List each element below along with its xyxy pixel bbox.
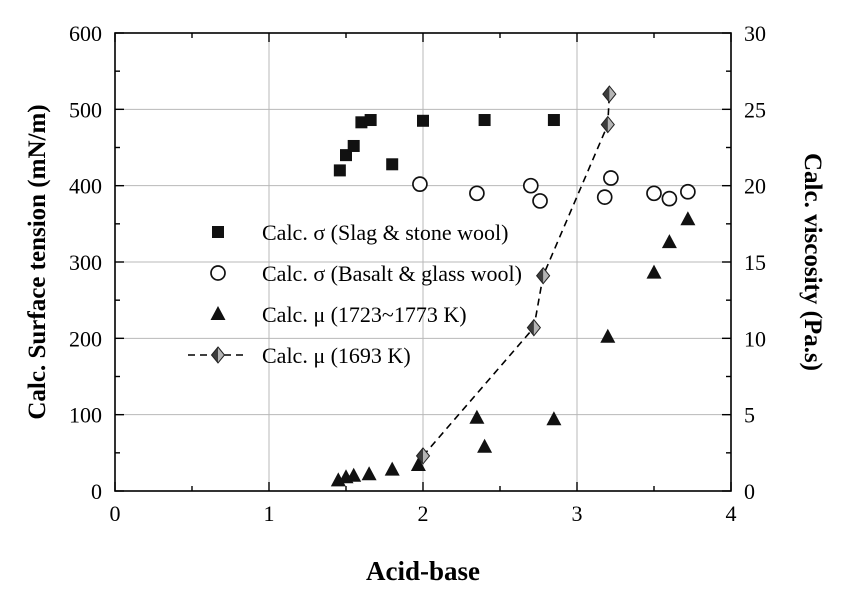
y-left-tick-label: 600: [69, 21, 102, 46]
legend: Calc. σ (Slag & stone wool) Calc. σ (Basa…: [188, 220, 522, 368]
marker-circle-open: [469, 185, 485, 202]
marker-square-filled: [417, 114, 429, 127]
series-3: [415, 85, 617, 465]
legend-item: Calc. μ (1693 K): [188, 343, 411, 368]
marker-square-filled: [386, 158, 399, 171]
x-tick-label: 0: [110, 501, 121, 526]
marker-triangle-filled: [469, 409, 485, 424]
marker-triangle-filled: [210, 306, 226, 320]
legend-label: Calc. σ (Basalt & glass wool): [262, 261, 522, 286]
marker-diamond-half: [535, 266, 551, 285]
y-right-tick-label: 0: [744, 479, 755, 504]
marker-square-filled: [347, 139, 360, 152]
marker-diamond-half: [526, 318, 542, 337]
marker-square-filled: [340, 149, 352, 162]
legend-label: Calc. μ (1723~1773 K): [262, 302, 467, 327]
series-0: [333, 114, 560, 177]
marker-triangle-filled: [384, 461, 400, 476]
marker-square-filled: [364, 114, 377, 127]
x-tick-label: 1: [264, 501, 275, 526]
marker-circle-open: [412, 176, 428, 192]
y-left-tick-label: 300: [69, 250, 102, 275]
marker-circle-open: [680, 183, 696, 200]
marker-triangle-filled: [600, 328, 616, 343]
y-left-tick-label: 400: [69, 174, 102, 199]
marker-square-filled: [355, 116, 368, 129]
marker-square-filled: [478, 114, 491, 127]
legend-label: Calc. σ (Slag & stone wool): [262, 220, 509, 245]
y-right-tick-label: 30: [744, 21, 766, 46]
marker-diamond-half: [600, 115, 615, 134]
marker-triangle-filled: [361, 466, 377, 481]
y-left-tick-label: 200: [69, 326, 102, 351]
marker-triangle-filled: [680, 211, 696, 226]
marker-square-filled: [212, 226, 224, 238]
x-axis-label: Acid-base: [366, 556, 480, 586]
marker-circle-open: [532, 193, 548, 209]
legend-label: Calc. μ (1693 K): [262, 343, 411, 368]
y-right-tick-label: 15: [744, 250, 766, 275]
marker-triangle-filled: [346, 467, 362, 482]
marker-square-filled: [547, 114, 560, 127]
marker-circle-open: [522, 177, 539, 194]
marker-circle-open: [646, 185, 662, 202]
marker-triangle-filled: [646, 264, 662, 279]
marker-diamond-half: [210, 346, 226, 364]
legend-item: Calc. μ (1723~1773 K): [210, 302, 467, 327]
x-tick-label: 2: [418, 501, 429, 526]
y-left-tick-label: 0: [91, 479, 102, 504]
y-left-tick-label: 100: [69, 403, 102, 428]
marker-diamond-half: [415, 447, 431, 465]
marker-triangle-filled: [546, 411, 562, 426]
y-right-tick-label: 5: [744, 403, 755, 428]
series-1: [412, 170, 696, 209]
y-right-tick-label: 20: [744, 174, 766, 199]
x-tick-label: 4: [726, 501, 737, 526]
marker-circle-open: [596, 189, 613, 205]
y-right-tick-label: 10: [744, 326, 766, 351]
marker-triangle-filled: [477, 438, 493, 453]
marker-circle-open: [210, 265, 226, 281]
marker-circle-open: [661, 190, 678, 207]
marker-square-filled: [333, 164, 346, 177]
y-left-tick-label: 500: [69, 97, 102, 122]
marker-diamond-half: [602, 85, 617, 103]
y-right-tick-label: 25: [744, 97, 766, 122]
marker-triangle-filled: [410, 457, 426, 472]
marker-triangle-filled: [661, 234, 677, 249]
series-2: [330, 211, 696, 487]
marker-circle-open: [603, 170, 619, 186]
legend-item: Calc. σ (Slag & stone wool): [212, 220, 509, 245]
x-tick-label: 3: [572, 501, 583, 526]
plot-frame: [114, 32, 732, 492]
legend-item: Calc. σ (Basalt & glass wool): [210, 261, 522, 286]
